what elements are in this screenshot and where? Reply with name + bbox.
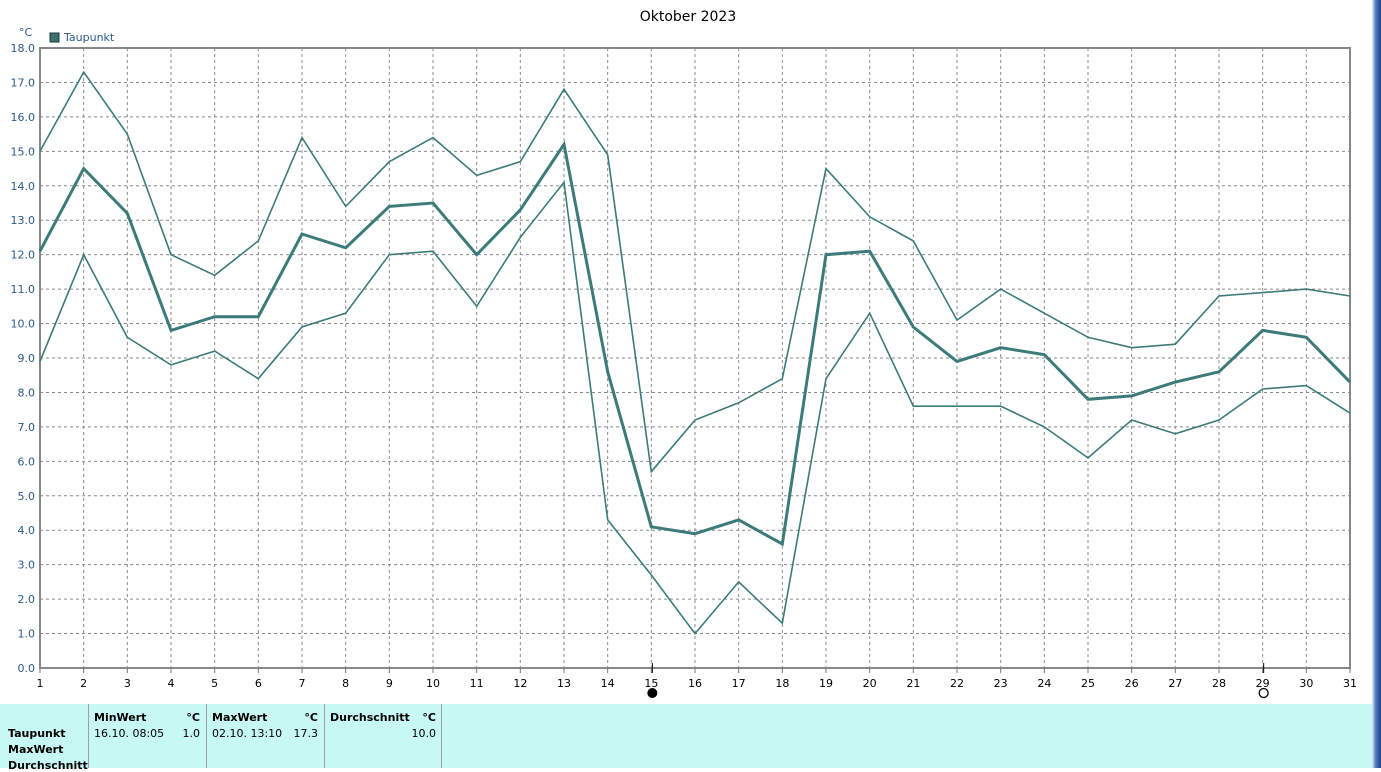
y-tick-label: 13.0 (11, 214, 36, 227)
x-tick-label: 15 (644, 677, 658, 690)
x-tick-label: 7 (299, 677, 306, 690)
x-tick-label: 17 (732, 677, 746, 690)
x-tick-label: 9 (386, 677, 393, 690)
series-line-max (39, 70, 1351, 474)
x-tick-label: 29 (1256, 677, 1270, 690)
x-tick-label: 12 (513, 677, 527, 690)
y-tick-label: 12.0 (11, 249, 36, 262)
y-tick-label: 4.0 (18, 524, 36, 537)
summary-panel: Taupunkt MaxWert Durchschnitt MinWert °C… (0, 704, 1372, 772)
x-tick-label: 18 (775, 677, 789, 690)
x-tick-label: 19 (819, 677, 833, 690)
col-unit: °C (422, 711, 436, 724)
y-tick-label: 1.0 (18, 628, 36, 641)
col-value: 10.0 (411, 727, 437, 740)
y-tick-label: 11.0 (11, 283, 36, 296)
x-tick-label: 28 (1212, 677, 1226, 690)
y-tick-label: 0.0 (18, 662, 36, 675)
summary-col-durchschnitt: Durchschnitt °C 10.0 (324, 704, 442, 768)
moon-markers (647, 663, 1269, 699)
y-tick-label: 7.0 (18, 421, 36, 434)
row-label-taupunkt: Taupunkt (8, 727, 66, 740)
y-tick-label: 3.0 (18, 559, 36, 572)
x-tick-label: 14 (601, 677, 615, 690)
x-tick-label: 3 (124, 677, 131, 690)
x-tick-label: 24 (1037, 677, 1051, 690)
x-tick-label: 30 (1299, 677, 1313, 690)
x-tick-label: 13 (557, 677, 571, 690)
new-moon-icon (647, 688, 658, 698)
y-tick-label: 16.0 (11, 111, 36, 124)
x-tick-label: 23 (994, 677, 1008, 690)
col-value: 17.3 (293, 727, 319, 740)
x-tick-label: 6 (255, 677, 262, 690)
x-tick-label: 2 (80, 677, 87, 690)
col-unit: °C (186, 711, 200, 724)
summary-col-maxwert: MaxWert °C 02.10. 13:10 17.3 (206, 704, 323, 768)
col-datetime: 02.10. 13:10 (212, 727, 283, 740)
summary-col-minwert: MinWert °C 16.10. 08:05 1.0 (88, 704, 205, 768)
y-tick-label: 15.0 (11, 145, 36, 158)
legend-label: Taupunkt (63, 31, 115, 44)
y-tick-label: 14.0 (11, 180, 36, 193)
full-moon-icon (1258, 687, 1269, 699)
col-datetime: 16.10. 08:05 (94, 727, 165, 740)
y-tick-label: 10.0 (11, 318, 36, 331)
x-tick-label: 8 (342, 677, 349, 690)
x-tick-label: 10 (426, 677, 440, 690)
x-tick-label: 26 (1125, 677, 1139, 690)
x-tick-label: 31 (1343, 677, 1357, 690)
y-tick-label: 8.0 (18, 386, 36, 399)
col-header: MinWert (94, 711, 147, 724)
grid-lines (40, 48, 1350, 668)
chart: 0.01.02.03.04.05.06.07.08.09.010.011.012… (11, 9, 1357, 699)
x-tick-label: 5 (211, 677, 218, 690)
x-tick-label: 22 (950, 677, 964, 690)
x-tick-label: 20 (863, 677, 877, 690)
x-tick-label: 4 (168, 677, 175, 690)
row-label-maxwert: MaxWert (8, 743, 64, 756)
legend-swatch (49, 32, 60, 43)
y-tick-label: 5.0 (18, 490, 36, 503)
y-tick-label: 9.0 (18, 352, 36, 365)
series-line-min (39, 180, 1351, 635)
chart-title: Oktober 2023 (640, 9, 737, 25)
y-axis-ticks: 0.0 1.0 2.0 3.0 4.0 5.0 6.0 7.0 8.0 9.0 10.0 11.0 12… (11, 42, 36, 675)
y-tick-label: 6.0 (18, 455, 36, 468)
x-tick-label: 16 (688, 677, 702, 690)
col-unit: °C (304, 711, 318, 724)
series-lines (38, 70, 1352, 635)
series-line-mean (38, 140, 1352, 547)
col-header: MaxWert (212, 711, 268, 724)
x-tick-label: 11 (470, 677, 484, 690)
desktop-edge (1372, 0, 1381, 768)
x-tick-label: 21 (906, 677, 920, 690)
x-tick-label: 1 (37, 677, 44, 690)
y-axis-unit: °C (19, 26, 33, 39)
y-tick-label: 17.0 (11, 76, 36, 89)
y-tick-label: 2.0 (18, 593, 36, 606)
x-tick-label: 25 (1081, 677, 1095, 690)
row-label-durchschnitt: Durchschnitt (8, 759, 88, 772)
col-header: Durchschnitt (330, 711, 410, 724)
col-value: 1.0 (182, 727, 201, 740)
y-tick-label: 18.0 (11, 42, 36, 55)
x-tick-label: 27 (1168, 677, 1182, 690)
x-axis-ticks: 1 2 3 4 5 6 7 8 9 10 11 12 13 14 15 16 17 18 19 20 21 22 23 24 2… (37, 668, 1357, 690)
